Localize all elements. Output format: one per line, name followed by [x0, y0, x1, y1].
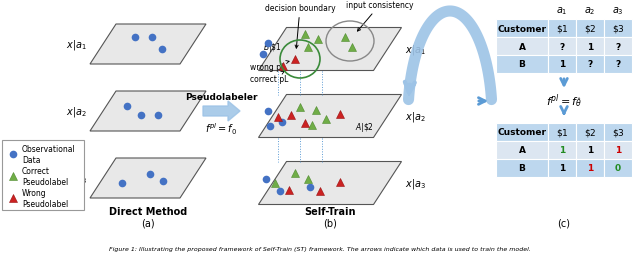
Text: Correct
Pseudolabel: Correct Pseudolabel — [22, 167, 68, 186]
Bar — [604, 141, 632, 159]
Text: A: A — [518, 146, 525, 155]
Bar — [576, 123, 604, 141]
Text: $x|a_2$: $x|a_2$ — [404, 109, 426, 123]
Text: B: B — [518, 164, 525, 173]
Bar — [604, 20, 632, 38]
Bar — [604, 123, 632, 141]
Text: (a): (a) — [141, 218, 155, 228]
Bar — [496, 20, 548, 38]
Bar — [496, 141, 548, 159]
Text: $a_2$: $a_2$ — [584, 5, 596, 17]
Bar — [496, 56, 548, 74]
Text: 1: 1 — [615, 146, 621, 155]
Bar — [576, 56, 604, 74]
Polygon shape — [203, 102, 240, 121]
Bar — [604, 159, 632, 177]
Text: $\$2$: $\$2$ — [584, 23, 596, 35]
Text: Self-Train: Self-Train — [304, 206, 356, 216]
Polygon shape — [90, 25, 206, 65]
Bar — [496, 123, 548, 141]
FancyBboxPatch shape — [2, 140, 84, 210]
Text: $x|a_1$: $x|a_1$ — [404, 43, 426, 57]
Text: ?: ? — [616, 42, 621, 51]
Bar — [548, 159, 576, 177]
Text: 0: 0 — [615, 164, 621, 173]
Text: Customer: Customer — [497, 128, 547, 137]
Bar — [496, 159, 548, 177]
Bar — [576, 20, 604, 38]
Text: $x|a_3$: $x|a_3$ — [66, 171, 87, 185]
Text: Direct Method: Direct Method — [109, 206, 187, 216]
Text: 1: 1 — [587, 164, 593, 173]
Text: $f^{pl}=f_{\hat{\theta}}$: $f^{pl}=f_{\hat{\theta}}$ — [546, 92, 582, 111]
Text: ?: ? — [559, 42, 564, 51]
Text: $B|\$1$: $B|\$1$ — [263, 40, 282, 53]
Bar — [576, 38, 604, 56]
Text: 1: 1 — [587, 146, 593, 155]
Text: $a_3$: $a_3$ — [612, 5, 624, 17]
Text: $a_1$: $a_1$ — [556, 5, 568, 17]
Text: decision boundary: decision boundary — [265, 4, 335, 49]
Text: (b): (b) — [323, 218, 337, 228]
Text: $f^{pl}=f_0$: $f^{pl}=f_0$ — [205, 121, 237, 136]
Polygon shape — [90, 92, 206, 132]
Text: $x|a_2$: $x|a_2$ — [66, 105, 87, 119]
Text: wrong pL: wrong pL — [250, 61, 289, 72]
Bar — [576, 141, 604, 159]
Text: Customer: Customer — [497, 24, 547, 33]
Polygon shape — [90, 158, 206, 198]
Text: correct pL: correct pL — [250, 72, 289, 84]
Bar — [548, 141, 576, 159]
Text: ?: ? — [616, 60, 621, 69]
Text: $\$3$: $\$3$ — [612, 23, 625, 35]
Text: $x|a_1$: $x|a_1$ — [66, 38, 87, 52]
Text: input consistency: input consistency — [346, 1, 413, 32]
Text: 1: 1 — [559, 60, 565, 69]
Text: $\$2$: $\$2$ — [584, 126, 596, 138]
Bar — [604, 38, 632, 56]
Polygon shape — [259, 28, 401, 71]
Bar — [576, 159, 604, 177]
Bar — [548, 20, 576, 38]
Polygon shape — [259, 95, 401, 138]
Polygon shape — [259, 162, 401, 205]
Text: Pseudolabeler: Pseudolabeler — [185, 93, 258, 102]
Text: 1: 1 — [559, 146, 565, 155]
Bar — [548, 38, 576, 56]
Text: (c): (c) — [557, 218, 570, 228]
Text: $A|\$2$: $A|\$2$ — [355, 121, 374, 134]
Text: ?: ? — [588, 60, 593, 69]
Bar — [548, 123, 576, 141]
Text: 1: 1 — [587, 42, 593, 51]
Text: $\$1$: $\$1$ — [556, 126, 568, 138]
Text: Observational
Data: Observational Data — [22, 145, 76, 164]
Bar — [604, 56, 632, 74]
Bar — [548, 56, 576, 74]
Bar — [496, 38, 548, 56]
Text: $\$3$: $\$3$ — [612, 126, 625, 138]
Text: $x|a_3$: $x|a_3$ — [404, 176, 426, 190]
Text: 1: 1 — [559, 164, 565, 173]
Text: B: B — [518, 60, 525, 69]
Text: Figure 1: Illustrating the proposed framework of Self-Train (ST) framework. The : Figure 1: Illustrating the proposed fram… — [109, 247, 531, 251]
Text: Wrong
Pseudolabel: Wrong Pseudolabel — [22, 188, 68, 208]
Text: A: A — [518, 42, 525, 51]
Text: $\$1$: $\$1$ — [556, 23, 568, 35]
